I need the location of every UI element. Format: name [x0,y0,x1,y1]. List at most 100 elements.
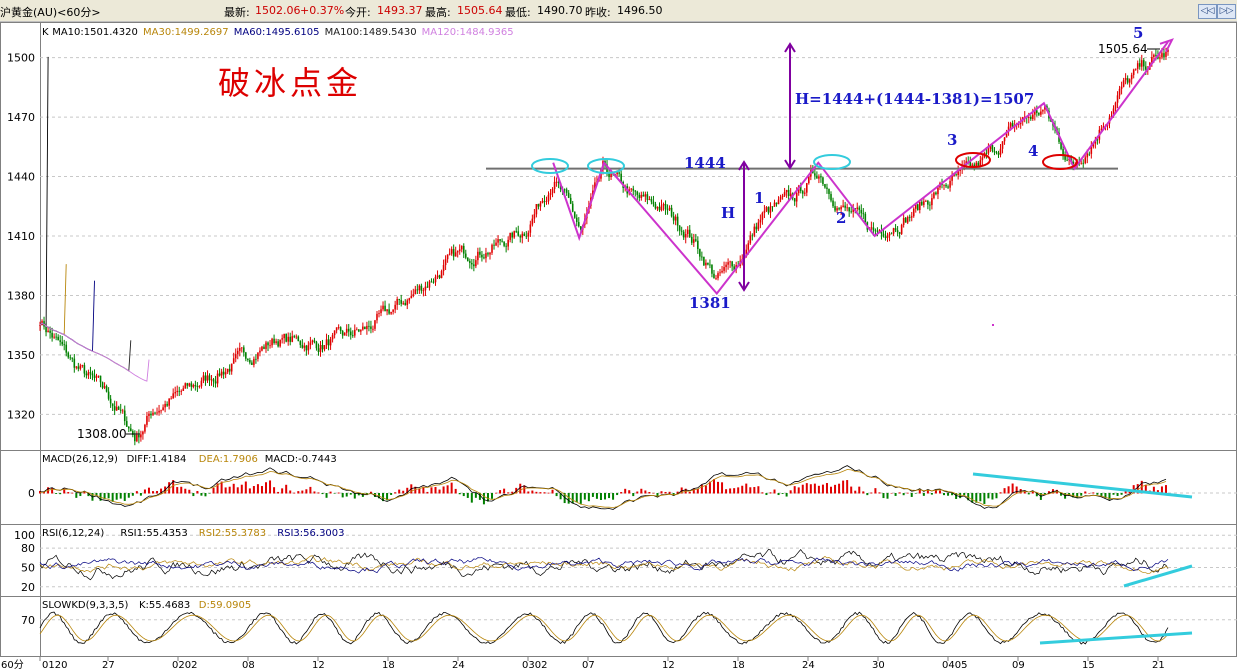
macd-bar [297,491,300,494]
candle-body [186,383,189,386]
candle-body [620,173,622,183]
macd-dea-line [39,469,1167,509]
candle-body [329,339,332,346]
open-label: 今开: [345,6,371,19]
macd-bar [612,493,615,500]
candle-body [317,348,320,352]
candle-body [138,434,140,438]
candle-body [384,305,386,312]
top-marker-ellipse [587,158,625,174]
macd-bar [1084,491,1087,494]
scroll-right-button[interactable]: ▷▷ [1217,4,1236,19]
candle-body [91,373,94,376]
candle-body [489,252,491,255]
candle-body [902,217,905,225]
macd-bar [963,493,966,496]
candle-body [1001,141,1004,149]
candle-body [797,186,800,194]
candle-body [781,195,784,198]
candle-body [1151,57,1153,63]
candle-body [53,336,55,338]
macd-bar [1031,490,1034,494]
macd-bar [474,493,477,498]
candle-body [428,281,431,288]
candle-body [826,187,828,189]
candle-body [249,360,251,363]
pattern-path [552,41,1169,296]
candle-body [808,176,810,184]
candle-body [400,300,403,304]
macd-bar [79,493,82,497]
macd-bar [967,493,970,501]
candle-body [337,327,340,329]
x-tick-label: 12 [312,660,325,671]
candle-body [497,239,499,243]
macd-bar [1080,493,1083,496]
watermark-title: 破冰点金 [218,64,362,102]
macd-bar [438,489,441,494]
candle-body [644,194,647,197]
macd-bar [951,493,954,496]
candle-body [327,339,330,346]
macd-bar [1116,493,1119,496]
candle-body [364,326,366,330]
macd-bar [317,492,320,494]
macd-bar [938,490,941,494]
macd-bar [152,491,155,494]
macd-bar [51,488,54,494]
macd-bar [902,493,905,496]
x-tick-label: 07 [582,660,595,671]
candle-body [188,383,191,386]
macd-bar [434,486,437,494]
panel-legend-item: MACD(26,12,9) [42,454,118,465]
macd-bar [188,489,191,494]
candle-body [832,200,834,207]
macd-bar [204,493,207,497]
candle-body [55,336,57,338]
candle-body [343,332,346,336]
candle-body [761,212,764,220]
candle-body [111,403,114,407]
low-price: 1490.70 [537,4,583,17]
candle-body [1080,162,1083,164]
candle-body [1155,54,1157,56]
candle-body [1142,60,1145,67]
macd-bar [59,493,62,495]
macd-bar [228,486,231,494]
max-price-label: 1505.64 [1098,42,1148,56]
candle-body [394,304,396,310]
macd-bar [878,492,881,494]
candle-body [1114,102,1117,109]
candle-body [61,341,63,345]
candle-body [529,224,532,233]
candle-body [214,381,217,384]
macd-bar [712,479,715,494]
candle-body [569,197,572,204]
candle-body [170,398,172,400]
macd-bar [926,490,929,494]
candle-body [634,190,637,192]
candle-body [158,410,160,413]
candle-body [836,208,838,211]
macd-bar [789,490,792,494]
candle-body [493,244,495,246]
scroll-left-button[interactable]: ◁◁ [1198,4,1217,19]
candle-body [519,235,522,238]
macd-bar [325,493,328,498]
x-tick-label: 0405 [942,660,967,671]
candle-body [426,286,429,288]
candle-body [430,281,433,283]
macd-bar [862,491,865,494]
candle-body [390,311,392,314]
macd-bar [1120,493,1123,495]
candle-body [830,194,832,201]
macd-bar [1144,484,1147,494]
candle-body [132,431,134,435]
macd-bar [466,493,469,498]
candle-body [551,189,554,194]
macd-bar [567,493,570,504]
candle-body [989,145,992,150]
candle-body [372,328,374,330]
macd-bar [1072,493,1075,498]
